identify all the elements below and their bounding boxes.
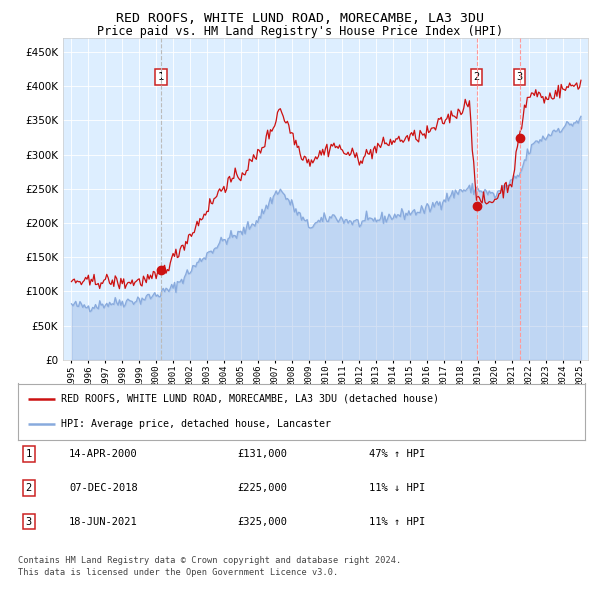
Text: 3: 3 (26, 517, 32, 526)
Text: RED ROOFS, WHITE LUND ROAD, MORECAMBE, LA3 3DU: RED ROOFS, WHITE LUND ROAD, MORECAMBE, L… (116, 12, 484, 25)
Text: This data is licensed under the Open Government Licence v3.0.: This data is licensed under the Open Gov… (18, 568, 338, 576)
Text: £131,000: £131,000 (237, 450, 287, 459)
Text: Price paid vs. HM Land Registry's House Price Index (HPI): Price paid vs. HM Land Registry's House … (97, 25, 503, 38)
Text: 07-DEC-2018: 07-DEC-2018 (69, 483, 138, 493)
Text: 2: 2 (26, 483, 32, 493)
Text: RED ROOFS, WHITE LUND ROAD, MORECAMBE, LA3 3DU (detached house): RED ROOFS, WHITE LUND ROAD, MORECAMBE, L… (61, 394, 439, 404)
Text: 47% ↑ HPI: 47% ↑ HPI (369, 450, 425, 459)
Text: 2: 2 (473, 72, 480, 82)
Text: 11% ↓ HPI: 11% ↓ HPI (369, 483, 425, 493)
Text: 18-JUN-2021: 18-JUN-2021 (69, 517, 138, 526)
Text: Contains HM Land Registry data © Crown copyright and database right 2024.: Contains HM Land Registry data © Crown c… (18, 556, 401, 565)
Text: HPI: Average price, detached house, Lancaster: HPI: Average price, detached house, Lanc… (61, 419, 331, 430)
Text: £325,000: £325,000 (237, 517, 287, 526)
Text: 3: 3 (517, 72, 523, 82)
Text: 1: 1 (158, 72, 164, 82)
Text: 14-APR-2000: 14-APR-2000 (69, 450, 138, 459)
Text: 11% ↑ HPI: 11% ↑ HPI (369, 517, 425, 526)
Text: 1: 1 (26, 450, 32, 459)
Text: £225,000: £225,000 (237, 483, 287, 493)
